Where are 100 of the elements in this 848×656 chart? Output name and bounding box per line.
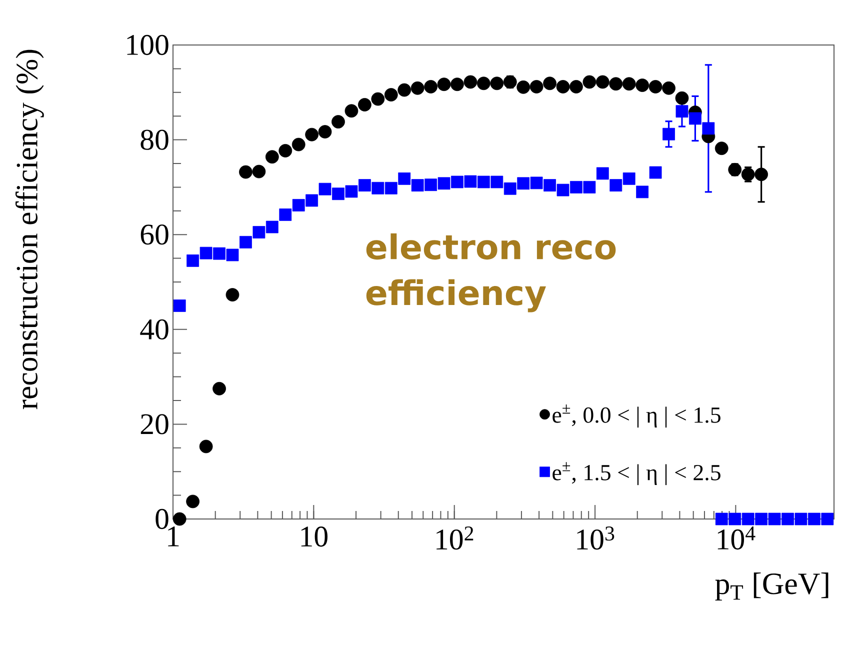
point bbox=[477, 176, 490, 188]
point bbox=[411, 179, 424, 192]
point bbox=[266, 220, 278, 234]
point bbox=[306, 194, 318, 207]
point bbox=[582, 75, 596, 89]
point bbox=[437, 78, 451, 92]
point bbox=[662, 81, 676, 95]
point bbox=[358, 98, 372, 112]
point bbox=[530, 80, 544, 94]
point bbox=[754, 168, 768, 182]
point bbox=[544, 179, 556, 192]
point bbox=[768, 512, 781, 526]
point bbox=[464, 75, 478, 89]
point bbox=[728, 512, 742, 526]
point bbox=[741, 168, 755, 182]
point bbox=[318, 182, 332, 196]
point bbox=[596, 75, 610, 89]
point bbox=[583, 180, 596, 194]
point bbox=[782, 512, 794, 526]
point bbox=[556, 184, 570, 196]
point bbox=[636, 186, 649, 198]
point bbox=[372, 182, 384, 194]
point bbox=[728, 162, 742, 176]
point bbox=[742, 512, 754, 526]
point bbox=[476, 76, 490, 90]
point bbox=[438, 177, 450, 190]
point bbox=[239, 165, 252, 179]
x-tick-label: 10$^{2}$ bbox=[436, 526, 474, 550]
point bbox=[265, 150, 279, 164]
y-tick-label: 40 bbox=[140, 319, 168, 340]
legend-label: e$^{±}$, 1.5 < | η | < 2.5 bbox=[552, 462, 720, 486]
point bbox=[570, 180, 582, 194]
point bbox=[292, 199, 305, 212]
point bbox=[648, 80, 662, 94]
point bbox=[570, 80, 583, 94]
point bbox=[543, 76, 556, 90]
point bbox=[384, 182, 398, 194]
point bbox=[794, 512, 808, 526]
point bbox=[358, 179, 371, 192]
point bbox=[517, 177, 530, 190]
point bbox=[715, 512, 728, 526]
point bbox=[186, 254, 200, 267]
y-tick-label: 60 bbox=[140, 224, 168, 245]
point bbox=[186, 494, 200, 508]
point bbox=[226, 248, 239, 262]
point bbox=[252, 164, 266, 178]
y-tick-label: 20 bbox=[140, 414, 168, 434]
point bbox=[676, 105, 688, 118]
point bbox=[172, 512, 186, 526]
point bbox=[332, 188, 344, 200]
x-tick-label: 1 bbox=[168, 526, 179, 546]
point bbox=[610, 179, 622, 192]
point bbox=[609, 77, 623, 91]
point bbox=[490, 176, 504, 188]
point bbox=[345, 185, 358, 198]
x-tick-label: 10$^{4}$ bbox=[718, 526, 756, 550]
point bbox=[636, 78, 650, 92]
point bbox=[808, 512, 820, 526]
point bbox=[556, 80, 570, 94]
point bbox=[278, 144, 292, 158]
point bbox=[451, 176, 464, 188]
y-tick-label: 0 bbox=[156, 508, 168, 530]
point bbox=[292, 138, 306, 152]
point bbox=[305, 128, 319, 142]
point bbox=[200, 246, 212, 260]
x-axis-title: p$_{T}$ [GeV] bbox=[715, 572, 828, 601]
point bbox=[596, 167, 609, 180]
point bbox=[450, 78, 464, 92]
x-tick-label: 10 bbox=[301, 526, 328, 547]
point bbox=[252, 226, 266, 238]
point bbox=[332, 115, 345, 128]
point bbox=[649, 166, 662, 179]
point bbox=[240, 236, 252, 248]
point bbox=[702, 122, 715, 135]
point bbox=[424, 178, 437, 192]
point bbox=[622, 77, 636, 91]
point bbox=[755, 512, 768, 526]
annotation: electron reco efficiency bbox=[366, 233, 616, 312]
point bbox=[213, 247, 226, 260]
y-tick-label: 80 bbox=[140, 130, 168, 150]
point bbox=[490, 76, 504, 90]
point bbox=[371, 92, 385, 106]
point bbox=[226, 288, 240, 302]
point bbox=[344, 104, 358, 118]
point bbox=[662, 128, 675, 140]
point bbox=[504, 182, 516, 195]
point bbox=[689, 112, 702, 125]
point bbox=[398, 83, 412, 97]
point bbox=[410, 81, 424, 95]
point bbox=[675, 91, 689, 105]
point bbox=[279, 208, 292, 221]
y-axis-title: reconstruction efficiency (%) bbox=[15, 50, 44, 410]
point bbox=[516, 80, 530, 94]
point bbox=[622, 172, 636, 185]
y-tick-label: 100 bbox=[127, 34, 168, 56]
point bbox=[821, 512, 834, 526]
point bbox=[173, 299, 186, 312]
point bbox=[714, 142, 728, 156]
point bbox=[464, 175, 477, 188]
point bbox=[398, 172, 411, 185]
